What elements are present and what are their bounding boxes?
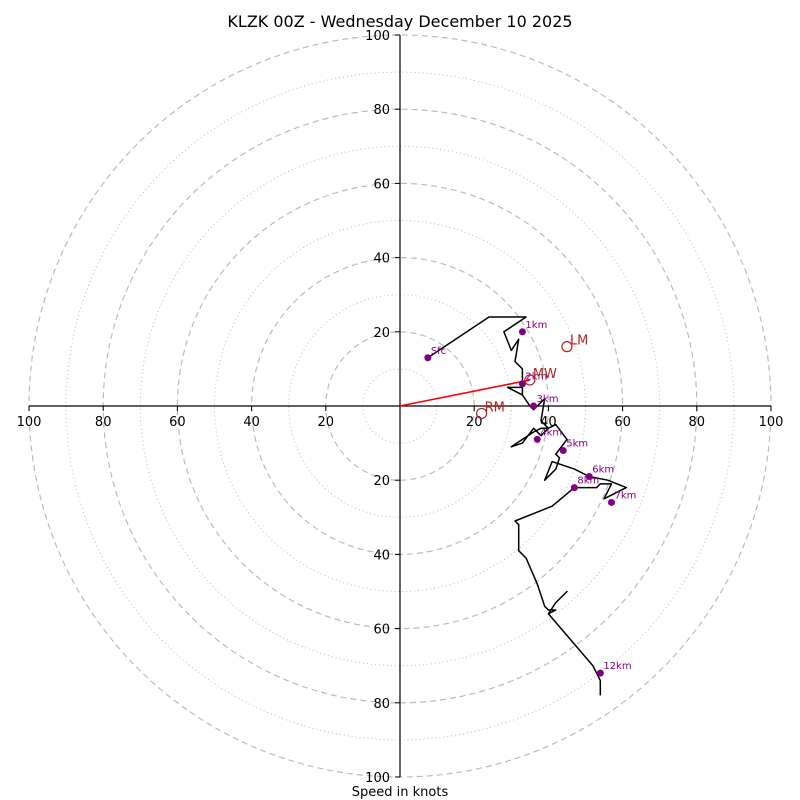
storm-motion-label: RM — [485, 400, 505, 415]
storm-motion-LM — [561, 341, 573, 353]
y-tick-label: 100 — [365, 771, 390, 786]
y-tick-label: 20 — [373, 474, 390, 489]
storm-motion-label: LM — [570, 334, 588, 349]
height-marker-label: 5km — [566, 439, 588, 450]
chart-title: KLZK 00Z - Wednesday December 10 2025 — [227, 12, 572, 31]
x-tick-label: 60 — [169, 415, 186, 430]
height-marker-label: 3km — [537, 394, 559, 405]
y-tick-label: 60 — [373, 623, 390, 638]
y-tick-label: 60 — [373, 177, 390, 192]
shear-vector — [399, 379, 531, 407]
y-tick-label: 80 — [373, 103, 390, 118]
tick-labels: 100 80 60 40 20 20 40 60 80 100100806040202040608… — [17, 29, 784, 786]
storm-motion-MW — [524, 374, 536, 386]
height-marker-6km — [585, 472, 593, 480]
height-marker-4km — [533, 435, 541, 443]
storm-motion-markers: LM MW RM — [476, 334, 588, 420]
height-marker-8km — [570, 484, 578, 492]
x-tick-label: 20 — [466, 415, 483, 430]
height-marker-label: 2km — [525, 372, 547, 383]
height-marker-label: 1km — [525, 320, 547, 331]
x-tick-label: 80 — [689, 415, 706, 430]
height-marker-7km — [607, 498, 615, 506]
x-tick-label: 100 — [759, 415, 784, 430]
hodograph-trace-layer — [427, 316, 628, 696]
height-marker-12km — [596, 669, 604, 677]
y-tick-label: 20 — [373, 326, 390, 341]
y-tick-label: 100 — [365, 29, 390, 44]
x-tick-label: 100 — [17, 415, 42, 430]
storm-motion-RM — [476, 407, 488, 420]
height-marker-label: 4km — [540, 427, 562, 438]
height-marker-label: 6km — [592, 464, 614, 475]
height-markers: Sfc 1km 2km 3km 4km 5km 6km 7km 8km 12km — [424, 320, 636, 677]
x-tick-label: 20 — [318, 415, 335, 430]
height-marker-2km — [518, 380, 526, 388]
y-tick-label: 40 — [373, 252, 390, 267]
x-tick-label: 40 — [243, 415, 260, 430]
height-marker-label: Sfc — [431, 346, 446, 357]
hodograph-trace — [427, 316, 628, 696]
height-marker-label: 7km — [614, 490, 636, 501]
x-tick-label: 80 — [95, 415, 112, 430]
y-tick-label: 40 — [373, 548, 390, 563]
height-marker-5km — [559, 447, 567, 455]
height-marker-3km — [530, 402, 538, 410]
height-marker-Sfc — [424, 354, 432, 362]
height-marker-1km — [518, 328, 526, 336]
shear-vector-layer — [399, 379, 531, 407]
x-tick-label: 60 — [614, 415, 631, 430]
y-tick-label: 80 — [373, 697, 390, 712]
height-marker-label: 8km — [577, 476, 599, 487]
height-marker-label: 12km — [603, 661, 631, 672]
x-axis-label: Speed in knots — [352, 785, 449, 800]
storm-motion-label: MW — [533, 367, 557, 382]
